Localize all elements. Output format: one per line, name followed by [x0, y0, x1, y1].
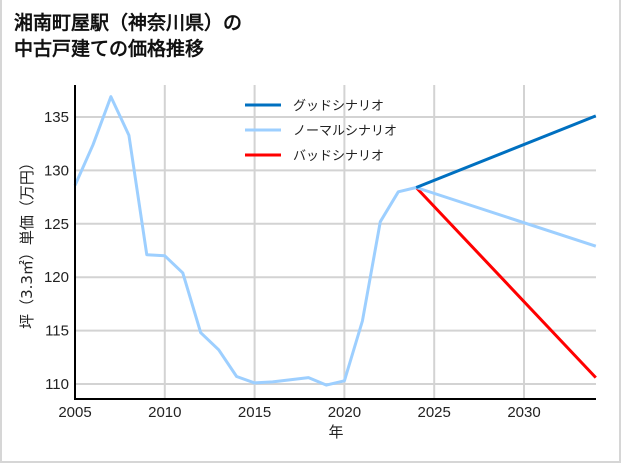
x-tick-label: 2005	[58, 404, 91, 421]
legend-label: バッドシナリオ	[293, 149, 384, 164]
x-tick-label: 2030	[507, 404, 540, 421]
chart-title: 湘南町屋駅（神奈川県）の 中古戸建ての価格推移	[14, 10, 242, 62]
y-tick-label: 120	[44, 269, 69, 286]
x-tick-label: 2025	[418, 404, 451, 421]
legend-label: ノーマルシナリオ	[293, 124, 397, 139]
x-tick-label: 2020	[328, 404, 361, 421]
y-tick-label: 115	[45, 323, 69, 340]
chart-title-line2: 中古戸建ての価格推移	[14, 38, 205, 60]
y-axis-label: 坪（3.3㎡）単価（万円）	[18, 155, 36, 329]
series-line	[415, 114, 597, 189]
x-tick-label: 2010	[148, 404, 181, 421]
series-line	[73, 95, 597, 387]
x-axis-label: 年	[328, 423, 343, 441]
x-tick-label: 2015	[238, 404, 271, 421]
y-tick-label: 110	[45, 376, 69, 393]
y-tick-label: 125	[44, 216, 69, 233]
legend-label: グッドシナリオ	[293, 99, 384, 114]
y-tick-label: 130	[44, 162, 69, 179]
chart-title-line1: 湘南町屋駅（神奈川県）の	[14, 12, 243, 34]
series-line	[415, 186, 597, 379]
y-tick-label: 135	[44, 109, 69, 126]
